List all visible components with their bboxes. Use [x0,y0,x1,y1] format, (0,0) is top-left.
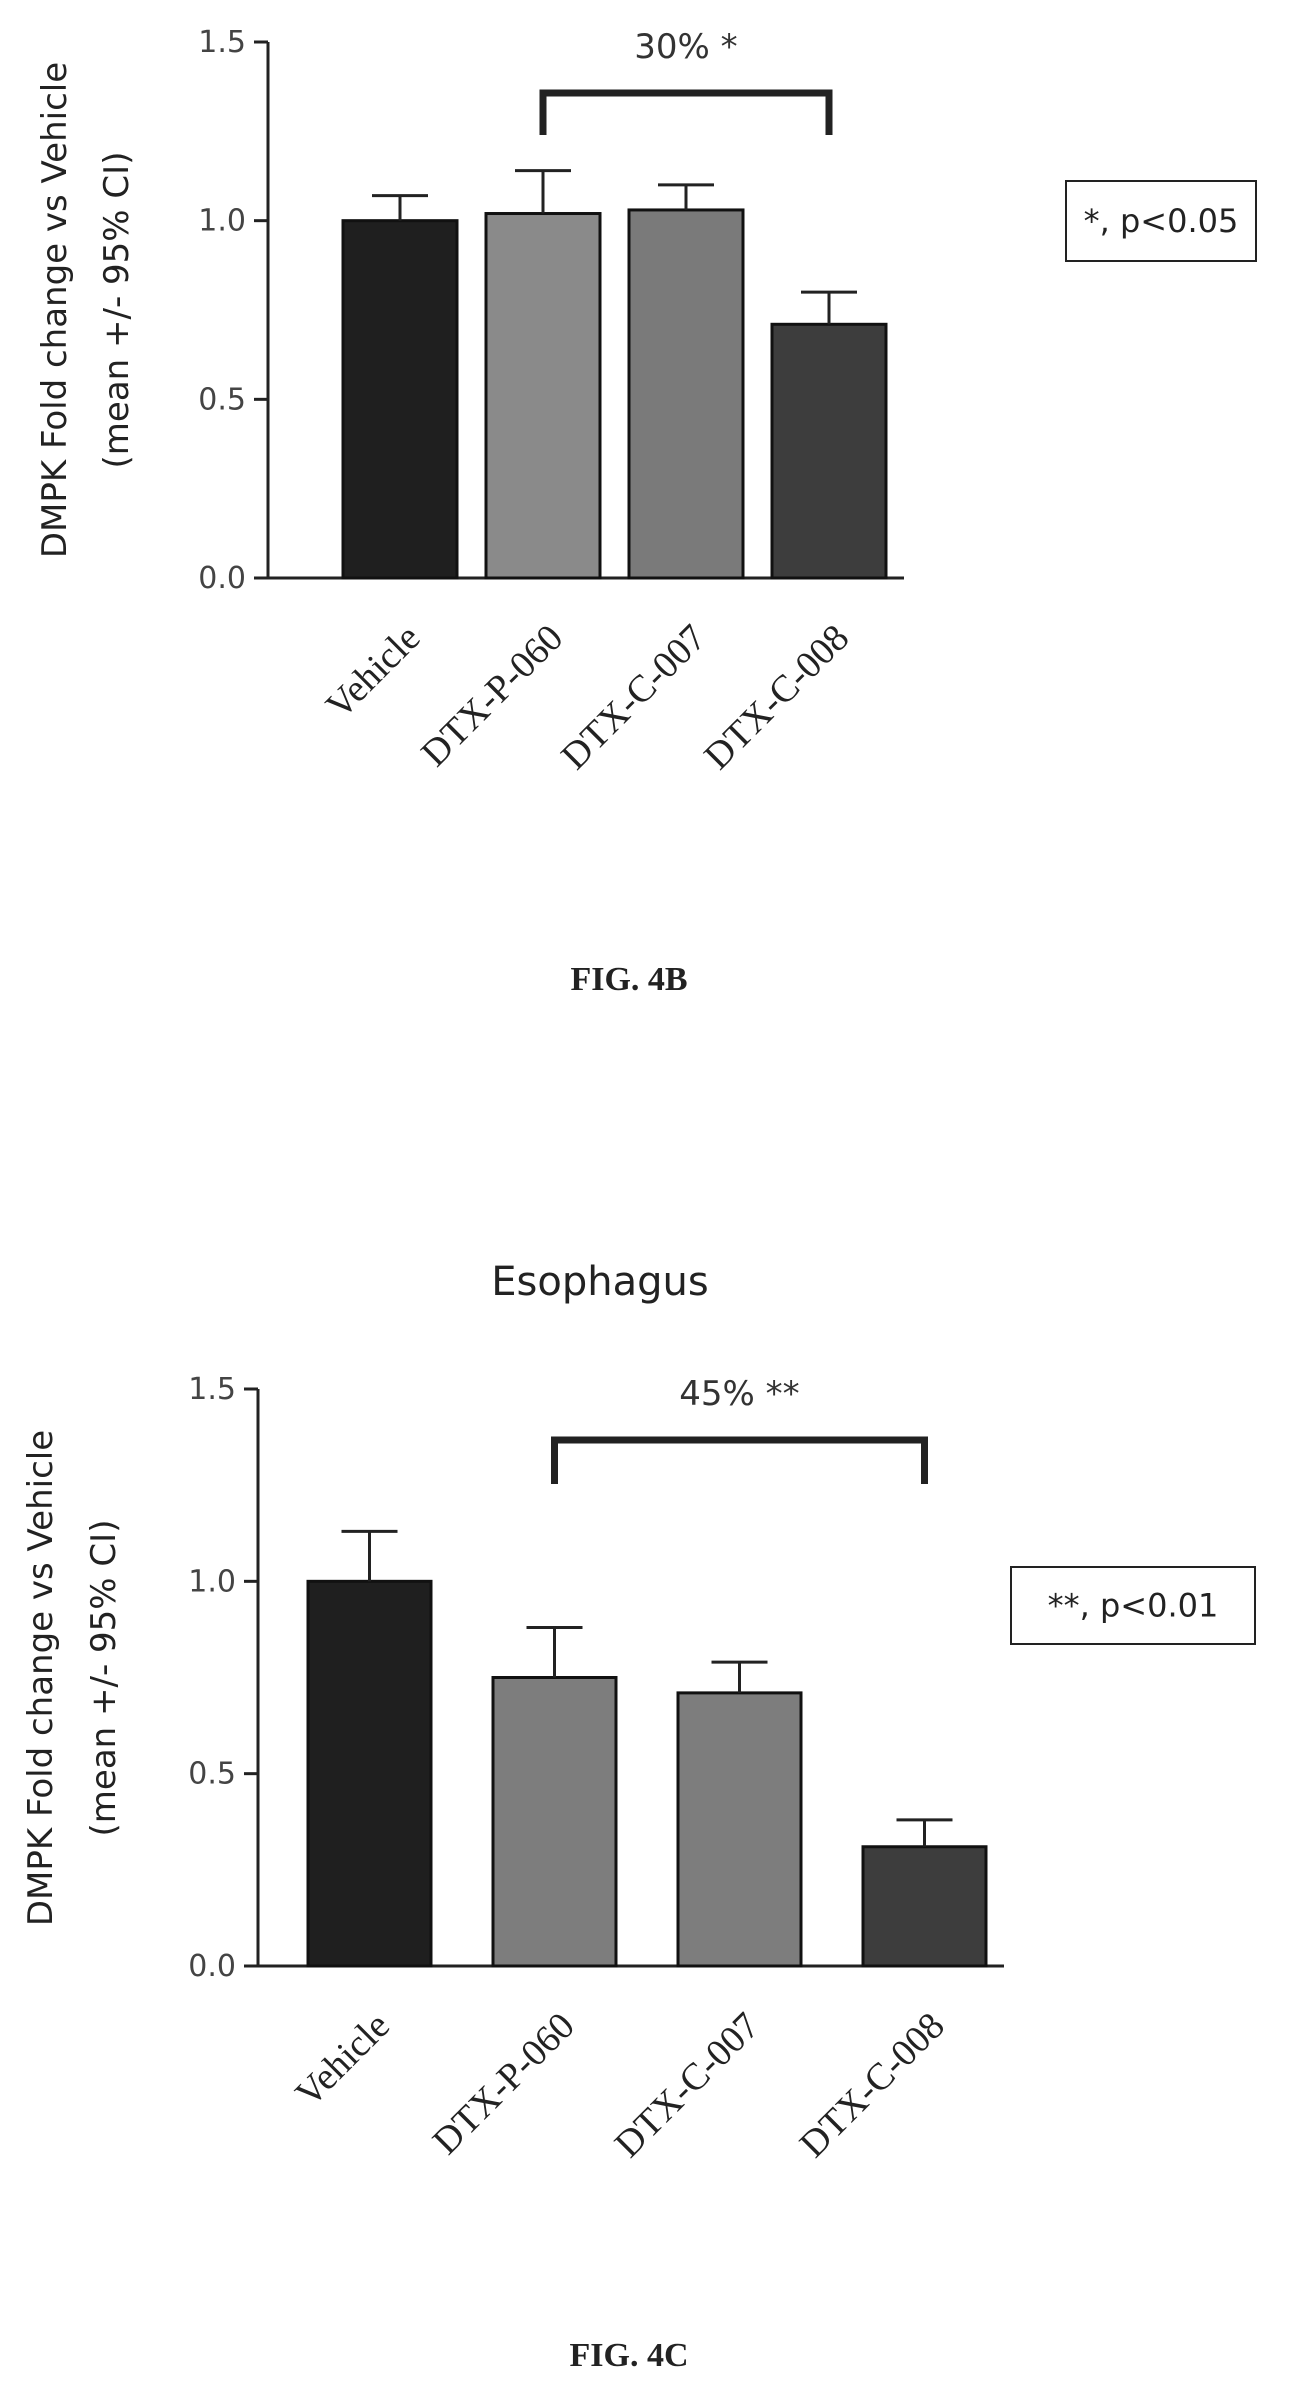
bracket-label: 30% * [634,27,737,67]
x-tick-label: DTX-C-007 [607,2005,768,2166]
y-tick-label: 0.5 [198,382,246,417]
significance-note: *, p<0.05 [1084,202,1239,240]
y-tick-label: 1.5 [198,25,246,60]
bar [341,219,459,580]
y-axis-label: DMPK Fold change vs Vehicle [21,1430,61,1926]
bar [306,1579,433,1968]
y-tick-label: 0.0 [198,561,246,596]
x-tick-label: DTX-P-060 [413,617,571,775]
significance-bracket [551,1436,928,1484]
y-tick-label: 1.0 [188,1564,236,1599]
bar [491,1676,618,1968]
significance-note-box [1010,1566,1256,1645]
significance-note: **, p<0.01 [1048,1587,1219,1625]
bar [861,1845,988,1968]
chart-title: Esophagus [491,1259,708,1305]
chart-fig-4b: 0.0 0.5 1.0 1.5 DMPK Fold change vs Vehicle (… [35,25,1257,998]
y-axis-label: DMPK Fold change vs Vehicle [35,62,75,558]
x-tick-label: DTX-C-007 [553,617,714,778]
bar [627,208,745,580]
significance-bracket [539,89,833,135]
bar [770,322,888,580]
figure-caption: FIG. 4C [570,2337,689,2374]
chart-fig-4c: Esophagus 0.0 0.5 1.0 1.5 DMPK Fold change vs… [21,1259,1256,2374]
bracket-label: 45% ** [679,1374,799,1414]
x-tick-label: Vehicle [318,617,428,727]
x-tick-label: DTX-C-008 [792,2005,953,2166]
y-tick-label: 0.0 [188,1949,236,1984]
x-tick-label: DTX-P-060 [425,2005,583,2163]
x-tick-label: DTX-C-008 [696,617,857,778]
significance-note-box [1065,180,1257,262]
bar [676,1691,803,1968]
y-tick-label: 1.5 [188,1372,236,1407]
y-tick-label: 0.5 [188,1757,236,1792]
figure-caption: FIG. 4B [570,961,687,998]
y-tick-label: 1.0 [198,204,246,239]
y-axis-label: (mean +/- 95% CI) [97,152,137,469]
bar [484,212,602,580]
x-tick-label: Vehicle [288,2005,398,2115]
y-axis-label: (mean +/- 95% CI) [84,1520,124,1837]
